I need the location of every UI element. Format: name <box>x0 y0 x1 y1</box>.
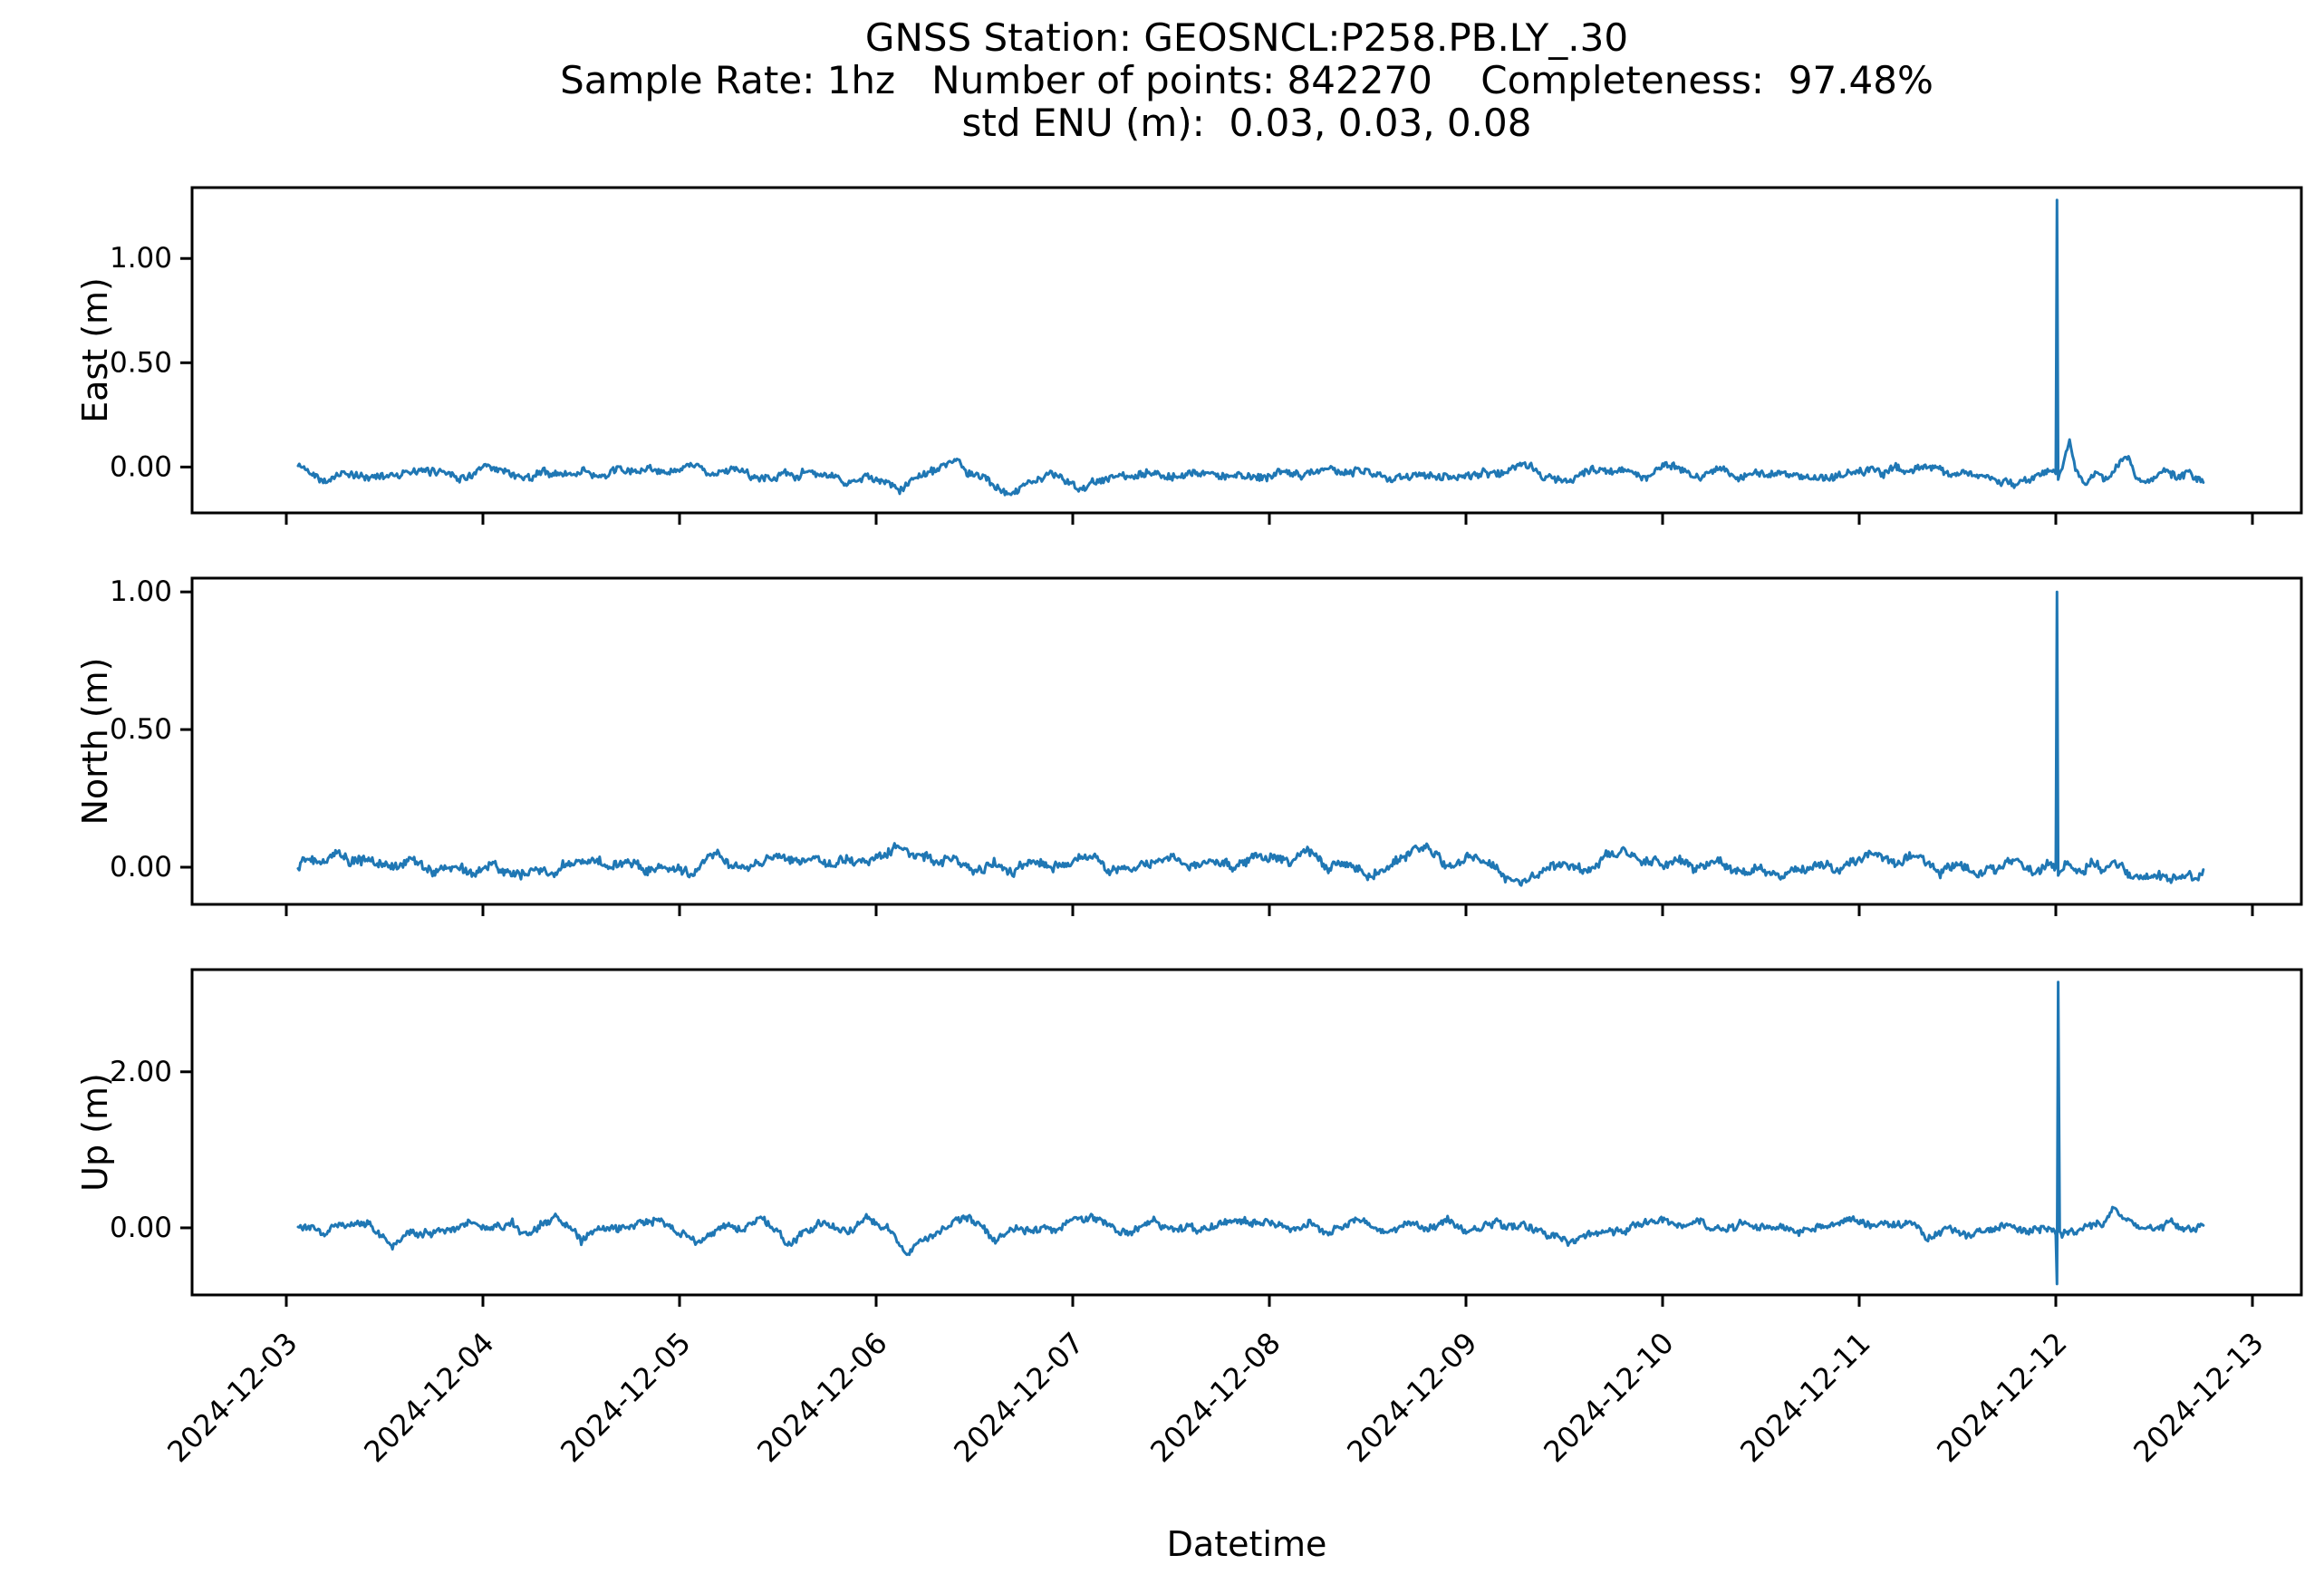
x-tick-label: 2024-12-04 <box>357 1326 500 1469</box>
north-y-tick-label: 0.50 <box>110 713 172 746</box>
x-tick-label: 2024-12-03 <box>160 1326 304 1469</box>
x-tick-label: 2024-12-06 <box>750 1326 893 1469</box>
east-y-tick-label: 0.00 <box>110 450 172 483</box>
up-y-axis-title: Up (m) <box>75 1073 115 1192</box>
east-y-axis-title: East (m) <box>75 277 115 423</box>
up-series-line <box>296 980 2205 1286</box>
east-y-tick-label: 1.00 <box>110 242 172 275</box>
figure-title-line3: std ENU (m): 0.03, 0.03, 0.08 <box>962 101 1532 145</box>
x-tick-label: 2024-12-13 <box>2126 1326 2270 1469</box>
figure-title-line1: GNSS Station: GEOSNCL:P258.PB.LY_.30 <box>865 15 1628 60</box>
up-axes-box <box>190 968 2303 1297</box>
x-axis-title: Datetime <box>1167 1524 1327 1564</box>
x-tick-label: 2024-12-07 <box>947 1326 1090 1469</box>
up-y-tick-label: 0.00 <box>110 1212 172 1244</box>
north-y-tick-label: 1.00 <box>110 575 172 608</box>
x-tick-label: 2024-12-09 <box>1340 1326 1483 1469</box>
up-y-tick-label: 2.00 <box>110 1056 172 1088</box>
x-tick-label: 2024-12-05 <box>554 1326 697 1469</box>
x-tick-label: 2024-12-10 <box>1537 1326 1680 1469</box>
x-tick-label: 2024-12-08 <box>1143 1326 1287 1469</box>
north-axes-box <box>190 576 2303 906</box>
east-y-tick-label: 0.50 <box>110 346 172 379</box>
figure-title-line2: Sample Rate: 1hz Number of points: 84227… <box>560 58 1933 102</box>
east-series-line <box>296 198 2205 497</box>
east-axes-box <box>190 186 2303 515</box>
north-series-line <box>296 590 2205 887</box>
x-tick-label: 2024-12-11 <box>1733 1326 1876 1469</box>
north-y-tick-label: 0.00 <box>110 851 172 884</box>
north-y-axis-title: North (m) <box>75 657 115 825</box>
x-tick-label: 2024-12-12 <box>1930 1326 2073 1469</box>
